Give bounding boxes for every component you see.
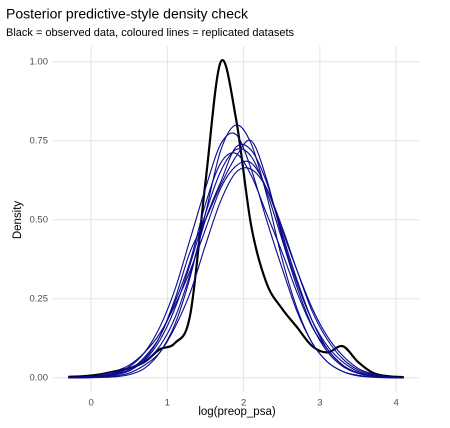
y-axis-title: Density (12, 201, 24, 240)
x-tick-label: 3 (317, 398, 322, 409)
y-tick-label: 0.50 (30, 214, 49, 225)
density-line (68, 139, 404, 379)
y-tick-label: 0.00 (30, 372, 49, 383)
density-line (68, 132, 404, 379)
y-tick-label: 0.75 (30, 135, 49, 146)
x-tick-label: 4 (393, 398, 398, 409)
x-tick-label: 0 (88, 398, 93, 409)
density-line (68, 148, 404, 379)
x-tick-label: 2 (241, 398, 246, 409)
y-tick-label: 0.25 (30, 293, 49, 304)
density-line (68, 58, 404, 379)
chart-title: Posterior predictive-style density check (6, 6, 249, 22)
density-line (68, 160, 404, 379)
density-line (68, 152, 404, 379)
x-axis-title: log(preop_psa) (198, 406, 276, 418)
density-line (68, 143, 404, 379)
density-line (68, 124, 404, 379)
y-tick-label: 1.00 (30, 56, 49, 67)
chart-subtitle: Black = observed data, coloured lines = … (6, 27, 295, 39)
x-tick-label: 1 (165, 398, 170, 409)
density-line (68, 167, 404, 379)
